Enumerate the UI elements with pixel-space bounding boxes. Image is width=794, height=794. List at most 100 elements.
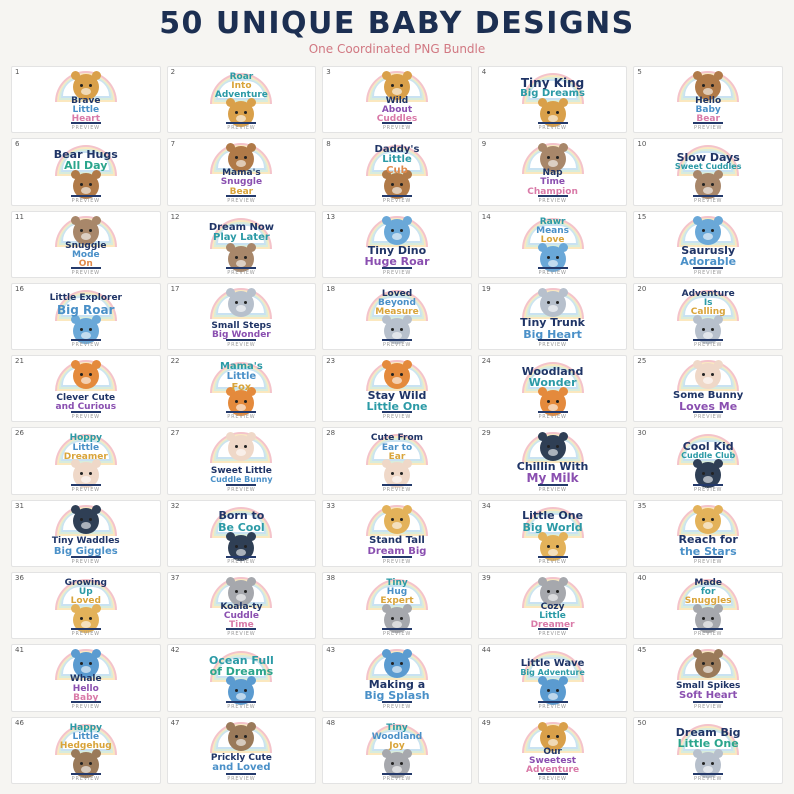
design-text: Brave Little Heart: [12, 96, 160, 125]
card-number: 40: [637, 574, 647, 583]
design-card[interactable]: 34 Little One Big World PREVIEW: [477, 499, 628, 568]
design-text-line: Slow Days: [676, 150, 740, 164]
design-card[interactable]: 12 Dream Now Play Later PREVIEW: [166, 210, 317, 278]
design-card[interactable]: 13 Tiny Dino Huge Roar PREVIEW: [322, 210, 472, 278]
design-text-line: Tiny: [386, 722, 408, 733]
design-card[interactable]: 28 Cute From Ear to Ear PREVIEW: [322, 427, 472, 495]
bunny-icon: [693, 360, 724, 390]
design-text: Small Spikes Soft Heart: [634, 681, 782, 701]
design-card[interactable]: 35 Reach for the Stars PREVIEW: [633, 499, 783, 568]
card-number: 44: [481, 646, 491, 655]
design-card[interactable]: 23 Stay Wild Little One PREVIEW: [322, 355, 472, 423]
design-text-line: Some Bunny: [673, 389, 744, 401]
design-card[interactable]: 2 Roar Into Adventure PREVIEW: [166, 66, 317, 134]
design-card[interactable]: 14 Rawr Means Love PREVIEW: [477, 210, 628, 278]
design-text-line: Cuddle Club: [681, 451, 736, 461]
design-card[interactable]: 3 Wild About Cuddles PREVIEW: [322, 66, 472, 134]
design-card[interactable]: 29 Chillin With My Milk PREVIEW: [477, 427, 628, 495]
design-card[interactable]: 36 Growing Up Loved PREVIEW: [11, 572, 161, 640]
design-card[interactable]: 31 Tiny Waddles Big Giggles PREVIEW: [11, 499, 161, 568]
design-text-line: Woodland: [371, 731, 423, 742]
design-card[interactable]: 6 Bear Hugs All Day PREVIEW: [11, 138, 161, 206]
design-card[interactable]: 21 Clever Cute and Curious PREVIEW: [11, 355, 161, 423]
design-card[interactable]: 45 Small Spikes Soft Heart PREVIEW: [633, 644, 783, 712]
design-card[interactable]: 46 Happy Little Hedgehug PREVIEW: [11, 716, 161, 784]
design-card[interactable]: 40 Made for Snuggles PREVIEW: [633, 572, 783, 640]
design-text: Our Sweetest Adventure: [479, 746, 627, 776]
design-text: Little Explorer Big Roar: [12, 294, 160, 316]
design-text-line: Stay Wild: [367, 388, 427, 402]
design-card[interactable]: 22 Mama's Little Fox PREVIEW: [166, 355, 317, 423]
design-text: Roar Into Adventure: [168, 72, 316, 101]
design-card[interactable]: 11 Snuggle Mode On PREVIEW: [11, 210, 161, 278]
design-card[interactable]: 38 Tiny Hug Expert PREVIEW: [322, 572, 472, 640]
design-card[interactable]: 24 Woodland Wonder PREVIEW: [477, 355, 628, 423]
design-card[interactable]: 39 Cozy Little Dreamer PREVIEW: [477, 572, 628, 640]
design-card[interactable]: 8 Daddy's Little Cub PREVIEW: [322, 138, 472, 206]
design-card[interactable]: 30 Cool Kid Cuddle Club PREVIEW: [633, 427, 783, 495]
design-card[interactable]: 20 Adventure Is Calling PREVIEW: [633, 282, 783, 351]
design-card[interactable]: 49 Our Sweetest Adventure PREVIEW: [477, 716, 628, 784]
design-card[interactable]: 7 Mama's Snuggle Bear PREVIEW: [166, 138, 317, 206]
design-text-line: Dream Big: [367, 545, 427, 557]
design-text-line: Reach for: [678, 533, 738, 547]
preview-label: PREVIEW: [71, 775, 100, 782]
watermark-bar: [693, 700, 724, 703]
card-number: 37: [170, 574, 180, 583]
design-card[interactable]: 27 Sweet Little Cuddle Bunny PREVIEW: [166, 427, 317, 495]
design-text: Chillin With My Milk: [479, 461, 627, 485]
design-card[interactable]: 19 Tiny Trunk Big Heart PREVIEW: [477, 282, 628, 351]
design-card[interactable]: 48 Tiny Woodland Joy PREVIEW: [322, 716, 472, 784]
design-card[interactable]: 47 Prickly Cute and Loved PREVIEW: [166, 716, 317, 784]
watermark-bar: [537, 339, 568, 342]
design-card[interactable]: 4 Tiny King Big Dreams PREVIEW: [477, 66, 628, 134]
design-card[interactable]: 5 Hello Baby Bear PREVIEW: [633, 66, 783, 134]
design-text-line: Joy: [389, 741, 405, 752]
design-card[interactable]: 17 Small Steps Big Wonder PREVIEW: [166, 282, 317, 351]
design-text-line: Play Later: [212, 232, 270, 244]
design-card[interactable]: 50 Dream Big Little One PREVIEW: [633, 716, 783, 784]
design-text-line: Cuddles: [376, 114, 418, 125]
design-text-line: Our: [543, 746, 562, 757]
watermark-bar: [226, 628, 257, 631]
design-card[interactable]: 44 Little Wave Big Adventure PREVIEW: [477, 644, 628, 712]
design-text-line: Brave: [71, 96, 101, 106]
design-text: Tiny Hug Expert: [323, 578, 471, 607]
design-card[interactable]: 15 Saurusly Adorable PREVIEW: [633, 210, 783, 278]
design-card[interactable]: 41 Whale Hello Baby PREVIEW: [11, 644, 161, 712]
design-text-line: All Day: [64, 159, 108, 173]
design-text-line: of Dreams: [209, 665, 274, 679]
design-text-line: Love: [540, 234, 565, 245]
design-text-line: Time: [229, 620, 254, 631]
design-card[interactable]: 1 Brave Little Heart PREVIEW: [11, 66, 161, 134]
design-text-line: Big Heart: [523, 327, 582, 341]
design-text-line: Sweet Little: [210, 466, 272, 477]
design-text-line: Cuddle Bunny: [210, 475, 273, 485]
card-number: 14: [481, 212, 491, 221]
design-text: Loved Beyond Measure: [323, 289, 471, 318]
koala-icon: [537, 577, 568, 607]
hedgehog-icon: [693, 649, 724, 679]
watermark-bar: [226, 339, 257, 342]
design-card[interactable]: 33 Stand Tall Dream Big PREVIEW: [322, 499, 472, 568]
design-card[interactable]: 26 Hoppy Little Dreamer PREVIEW: [11, 427, 161, 495]
design-card[interactable]: 16 Little Explorer Big Roar PREVIEW: [11, 282, 161, 351]
design-text: Tiny Waddles Big Giggles: [12, 537, 160, 557]
watermark-bar: [70, 339, 101, 342]
design-text-line: Made: [694, 578, 722, 589]
design-card[interactable]: 18 Loved Beyond Measure PREVIEW: [322, 282, 472, 351]
design-card[interactable]: 32 Born to Be Cool PREVIEW: [166, 499, 317, 568]
design-text-line: Into: [231, 81, 252, 92]
design-card[interactable]: 37 Koala-ty Cuddle Time PREVIEW: [166, 572, 317, 640]
preview-label: PREVIEW: [227, 197, 256, 204]
preview-label: PREVIEW: [538, 559, 567, 566]
design-card[interactable]: 42 Ocean Full of Dreams PREVIEW: [166, 644, 317, 712]
design-text: Hoppy Little Dreamer: [12, 434, 160, 462]
preview-label: PREVIEW: [694, 414, 723, 421]
design-card[interactable]: 10 Slow Days Sweet Cuddles PREVIEW: [633, 138, 783, 206]
design-text: Saurusly Adorable: [634, 245, 782, 268]
design-card[interactable]: 43 Making a Big Splash PREVIEW: [322, 644, 472, 712]
design-text-line: Measure: [375, 307, 419, 318]
design-card[interactable]: 9 Nap Time Champion PREVIEW: [477, 138, 628, 206]
design-card[interactable]: 25 Some Bunny Loves Me PREVIEW: [633, 355, 783, 423]
